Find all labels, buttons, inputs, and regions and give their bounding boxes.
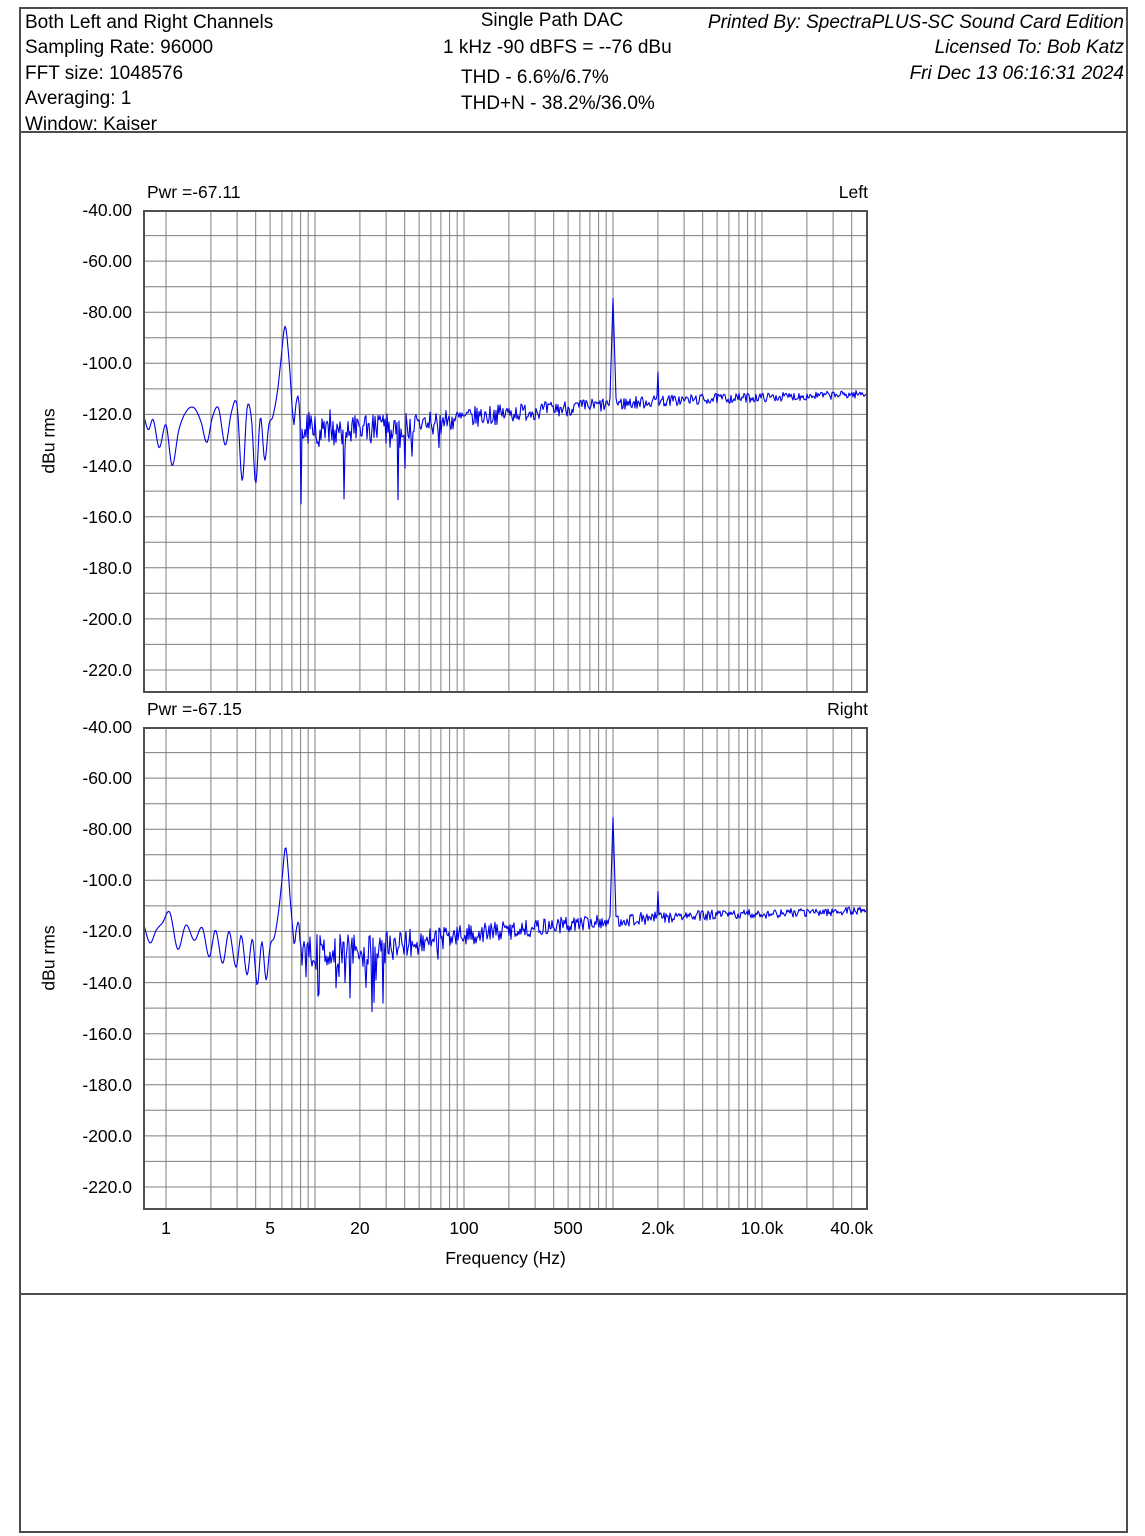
left-channel-spectrum-trace	[143, 297, 868, 505]
y-tick-label: -160.0	[82, 1023, 132, 1044]
y-tick-label: -180.0	[82, 557, 132, 578]
y-tick-label: -40.00	[82, 717, 132, 737]
y-tick-label: -40.00	[82, 200, 132, 220]
plot-border	[143, 727, 868, 1210]
y-tick-label: -160.0	[82, 506, 132, 527]
left-chart-channel-label: Left	[838, 182, 868, 202]
analysis-settings-block: Both Left and Right Channels Sampling Ra…	[25, 10, 273, 137]
thdn-line: THD+N - 38.2%/36.0%	[461, 93, 655, 114]
x-tick-label: 500	[553, 1218, 583, 1238]
x-axis-title: Frequency (Hz)	[445, 1248, 566, 1268]
left-chart-power-readout: Pwr =-67.11	[147, 182, 241, 202]
x-tick-label: 40.0k	[830, 1218, 874, 1238]
channel-mode-line: Both Left and Right Channels	[25, 12, 274, 33]
y-tick-label: -200.0	[82, 608, 132, 629]
footer-empty-box	[19, 1293, 1128, 1533]
licensed-to-line: Licensed To: Bob Katz	[934, 37, 1124, 59]
x-tick-label: 10.0k	[740, 1218, 784, 1238]
x-tick-label: 1	[161, 1218, 171, 1238]
x-tick-label: 100	[449, 1218, 479, 1238]
y-tick-label: -80.00	[82, 819, 132, 840]
thd-line: THD - 6.6%/6.7%	[461, 67, 609, 88]
right-chart-power-readout: Pwr =-67.15	[147, 699, 242, 719]
report-title: Single Path DAC	[480, 10, 624, 31]
y-tick-label: -60.00	[82, 768, 132, 789]
y-tick-label: -100.0	[82, 870, 132, 891]
x-tick-label: 5	[265, 1218, 275, 1238]
y-tick-label: -140.0	[82, 455, 132, 476]
sampling-rate-line: Sampling Rate: 96000	[25, 37, 214, 59]
y-tick-label: -80.00	[82, 302, 132, 323]
y-tick-label: -180.0	[82, 1074, 132, 1095]
left-channel-spectrum-plot	[143, 210, 868, 693]
y-tick-label: -120.0	[82, 404, 132, 425]
x-tick-label: 2.0k	[641, 1218, 675, 1238]
print-info-block: Printed By: SpectraPLUS-SC Sound Card Ed…	[600, 10, 1124, 86]
y-tick-label: -120.0	[82, 921, 132, 942]
y-tick-label: -100.0	[82, 353, 132, 374]
y-tick-label: -140.0	[82, 972, 132, 993]
y-tick-label: -220.0	[82, 660, 132, 680]
fft-size-line: FFT size: 1048576	[25, 62, 184, 84]
timestamp-line: Fri Dec 13 06:16:31 2024	[909, 62, 1124, 84]
y-tick-label: -220.0	[82, 1177, 132, 1197]
x-tick-label: 20	[350, 1218, 370, 1238]
plot-gridlines	[143, 727, 868, 1210]
calibration-line: 1 kHz -90 dBFS = --76 dBu	[443, 37, 672, 58]
right-chart-channel-label: Right	[827, 699, 868, 719]
right-channel-spectrum-trace	[143, 816, 868, 1013]
plot-border	[143, 210, 868, 693]
printed-by-line: Printed By: SpectraPLUS-SC Sound Card Ed…	[707, 12, 1124, 33]
y-tick-label: -200.0	[82, 1125, 132, 1146]
plot-gridlines	[143, 210, 868, 693]
averaging-line: Averaging: 1	[25, 88, 132, 110]
window-line: Window: Kaiser	[25, 113, 157, 135]
y-tick-label: -60.00	[82, 251, 132, 272]
right-channel-spectrum-plot	[143, 727, 868, 1210]
